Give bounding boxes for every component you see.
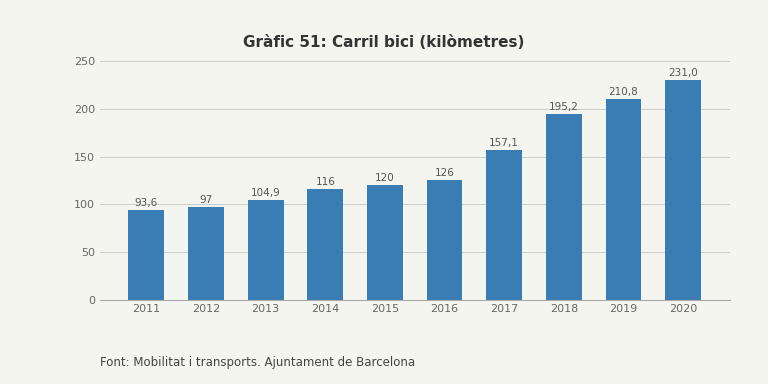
Text: 157,1: 157,1 (489, 138, 519, 148)
Text: Gràfic 51: Carril bici (kilòmetres): Gràfic 51: Carril bici (kilòmetres) (243, 35, 525, 50)
Bar (665, 79, 701, 300)
Bar (605, 99, 641, 300)
Bar (128, 210, 164, 300)
Text: 195,2: 195,2 (549, 102, 579, 112)
Text: 120: 120 (375, 173, 395, 183)
Text: 231,0: 231,0 (668, 68, 698, 78)
Bar (367, 185, 402, 300)
Bar (546, 114, 581, 300)
Text: 97: 97 (200, 195, 213, 205)
Text: Font: Mobilitat i transports. Ajuntament de Barcelona: Font: Mobilitat i transports. Ajuntament… (100, 356, 415, 369)
Text: 126: 126 (435, 168, 455, 178)
Text: 104,9: 104,9 (251, 188, 280, 198)
Text: 210,8: 210,8 (608, 87, 638, 97)
Text: 116: 116 (316, 177, 335, 187)
Bar (427, 180, 462, 300)
Bar (307, 189, 343, 300)
Bar (248, 200, 283, 300)
Bar (188, 207, 224, 300)
Bar (486, 150, 522, 300)
Text: 93,6: 93,6 (134, 199, 158, 209)
